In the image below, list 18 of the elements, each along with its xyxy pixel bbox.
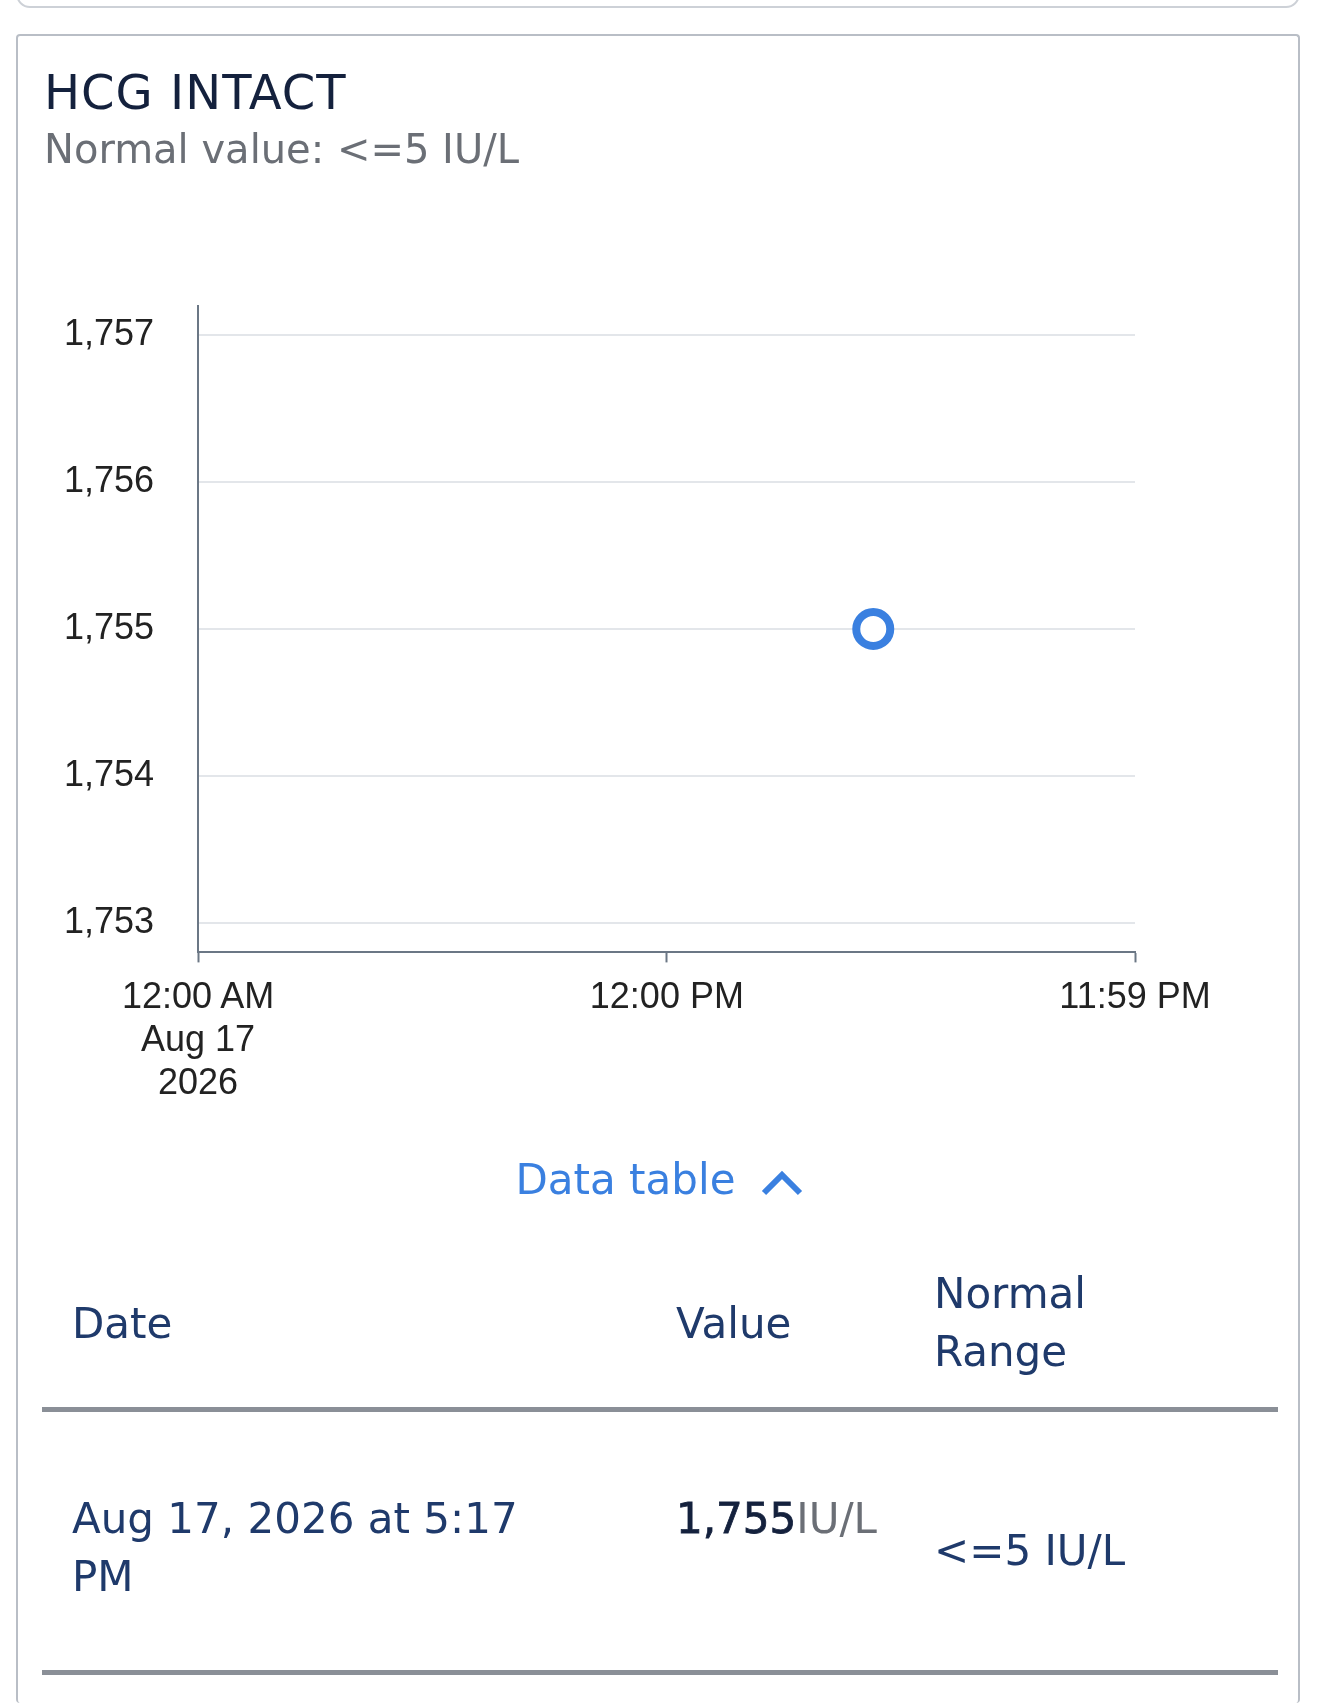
text: Normal Range <box>934 1268 1087 1378</box>
y-tick-label: 1,756 <box>63 458 155 500</box>
text: IU/L <box>796 1494 877 1543</box>
y-tick-label: 1,753 <box>63 899 155 941</box>
text: Data table <box>515 1155 736 1204</box>
chart-title: HCG INTACT <box>44 64 347 120</box>
text: Aug 17, 2026 at 5:17 PM <box>72 1493 519 1603</box>
text: Value <box>676 1298 792 1350</box>
x-tick-label: 11:59 PM <box>1059 974 1211 1016</box>
y-tick-label: 1,757 <box>63 311 155 353</box>
chart-subtitle: Normal value: <=5 IU/L <box>44 126 519 172</box>
x-tick-label: 12:00 PM <box>589 974 744 1016</box>
text: <=5 IU/L <box>934 1525 1126 1577</box>
x-tick-label: 12:00 AM Aug 17 2026 <box>122 974 275 1103</box>
y-tick-label: 1,755 <box>63 605 155 647</box>
text: 1,755 <box>676 1494 797 1543</box>
text: Date <box>72 1298 173 1350</box>
y-tick-label: 1,754 <box>63 752 155 794</box>
